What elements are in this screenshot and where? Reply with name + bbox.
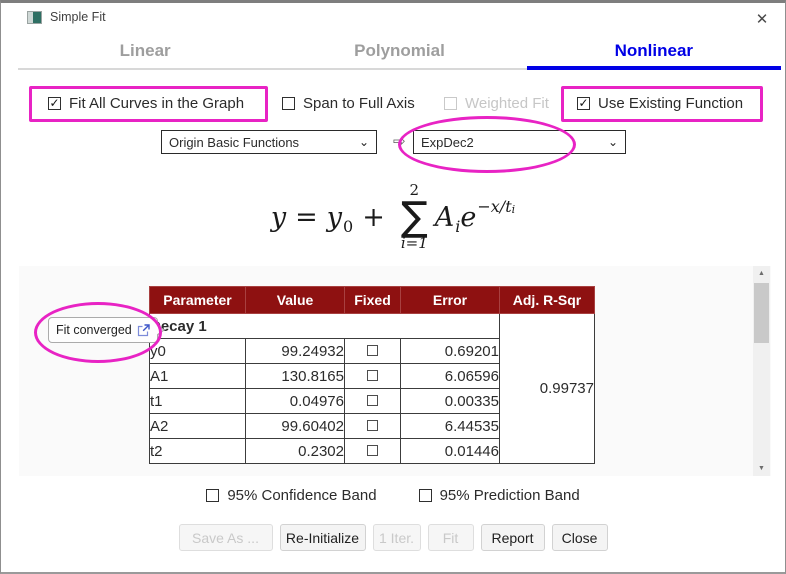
checkbox-span-full-axis[interactable]: Span to Full Axis [282, 93, 415, 113]
checkbox-label: Use Existing Function [598, 94, 744, 112]
col-value: Value [245, 286, 345, 314]
scrollbar-thumb[interactable] [754, 283, 769, 343]
checkbox-weighted-fit: Weighted Fit [444, 93, 549, 113]
band-options: 95% Confidence Band 95% Prediction Band [1, 487, 785, 504]
chevron-down-icon: ⌄ [358, 135, 369, 149]
checkbox-checked-icon: ✓ [48, 96, 61, 110]
table-row: t2 0.2302 0.01446 [149, 438, 595, 464]
tab-linear[interactable]: Linear [18, 41, 273, 70]
checkbox-fit-all-curves[interactable]: ✓ Fit All Curves in the Graph [48, 93, 244, 113]
fixed-checkbox[interactable] [367, 369, 378, 381]
tab-polynomial[interactable]: Polynomial [272, 41, 527, 70]
fixed-checkbox[interactable] [367, 394, 378, 406]
function-category-select[interactable]: Origin Basic Functions ⌄ [161, 130, 377, 154]
close-icon[interactable]: ✕ [755, 11, 769, 28]
table-row: t1 0.04976 0.00335 [149, 388, 595, 414]
tab-nonlinear[interactable]: Nonlinear [526, 41, 781, 70]
fixed-checkbox[interactable] [367, 444, 378, 456]
col-fixed: Fixed [344, 286, 401, 314]
checkbox-use-existing-function[interactable]: ✓ Use Existing Function [577, 93, 743, 113]
fixed-checkbox[interactable] [367, 344, 378, 356]
titlebar: Simple Fit [27, 10, 106, 24]
fit-equation: y = y 0 + 2 ∑ i=1 A i e −x/t i [1, 171, 785, 263]
col-error: Error [400, 286, 500, 314]
checkbox-label: 95% Prediction Band [439, 487, 580, 504]
dialog-title: Simple Fit [50, 10, 106, 24]
results-panel: Parameter Value Fixed Error Adj. R-Sqr D… [19, 266, 771, 476]
checkbox-unchecked-icon [282, 96, 295, 110]
checkbox-checked-icon: ✓ [577, 96, 590, 110]
reinitialize-button[interactable]: Re-Initialize [279, 524, 366, 551]
fit-parameters-table: Parameter Value Fixed Error Adj. R-Sqr D… [149, 286, 595, 464]
table-row: A2 99.60402 6.44535 [149, 413, 595, 439]
formula-amplitude: A [434, 201, 455, 233]
function-name-select[interactable]: ExpDec2 ⌄ [413, 130, 626, 154]
close-button[interactable]: Close [551, 524, 608, 551]
table-group-row: Decay 1 0.99737 [149, 313, 595, 464]
sum-lower-limit: i=1 [400, 234, 428, 252]
selected-function: ExpDec2 [421, 134, 474, 150]
fit-status-bubble: Fit converged [48, 317, 165, 343]
checkbox-label: Weighted Fit [465, 94, 549, 112]
checkbox-label: Fit All Curves in the Graph [69, 94, 245, 112]
sum-upper-limit: 2 [409, 181, 420, 199]
tab-bar: Linear Polynomial Nonlinear [18, 41, 781, 70]
apply-function-icon[interactable]: ⇨ [393, 133, 406, 150]
col-parameter: Parameter [149, 286, 246, 314]
adj-r-sqr-value: 0.99737 [499, 313, 595, 464]
summation: 2 ∑ i=1 [401, 183, 428, 251]
scroll-up-icon[interactable]: ▲ [758, 270, 765, 277]
formula-amplitude-sub: i [455, 216, 461, 236]
fit-button: Fit [427, 524, 474, 551]
checkbox-prediction-band[interactable]: 95% Prediction Band [418, 487, 580, 504]
checkbox-label: 95% Confidence Band [227, 487, 377, 504]
sigma-icon: ∑ [400, 194, 428, 240]
table-row: A1 130.8165 6.06596 [149, 363, 595, 389]
group-label: Decay 1 [149, 313, 500, 339]
formula-y0: y [326, 201, 342, 233]
report-button[interactable]: Report [480, 524, 545, 551]
open-report-icon[interactable] [137, 323, 150, 337]
checkbox-unchecked-icon [206, 489, 220, 502]
vertical-scrollbar[interactable]: ▲ ▼ [753, 266, 770, 476]
button-row: Save As ... Re-Initialize 1 Iter. Fit Re… [1, 524, 785, 551]
formula-e: e [460, 201, 477, 233]
formula-y: y [270, 201, 287, 233]
col-adj-r-sqr: Adj. R-Sqr [499, 286, 595, 314]
app-icon [27, 10, 42, 24]
chevron-down-icon: ⌄ [607, 135, 618, 149]
formula-y0-sub: 0 [343, 216, 354, 236]
formula-equals: = [295, 201, 318, 233]
save-as-button: Save As ... [178, 524, 273, 551]
fixed-checkbox[interactable] [367, 419, 378, 431]
table-header-row: Parameter Value Fixed Error Adj. R-Sqr [149, 286, 595, 314]
scroll-down-icon[interactable]: ▼ [758, 465, 765, 472]
checkbox-label: Span to Full Axis [303, 94, 415, 112]
formula-exponent: −x/t i [477, 196, 516, 216]
formula-plus: + [362, 201, 385, 233]
selected-category: Origin Basic Functions [169, 134, 300, 150]
checkbox-unchecked-icon [418, 489, 432, 502]
fit-status-text: Fit converged [56, 323, 132, 337]
checkbox-unchecked-icon [444, 96, 457, 110]
one-iteration-button: 1 Iter. [372, 524, 421, 551]
checkbox-confidence-band[interactable]: 95% Confidence Band [206, 487, 377, 504]
